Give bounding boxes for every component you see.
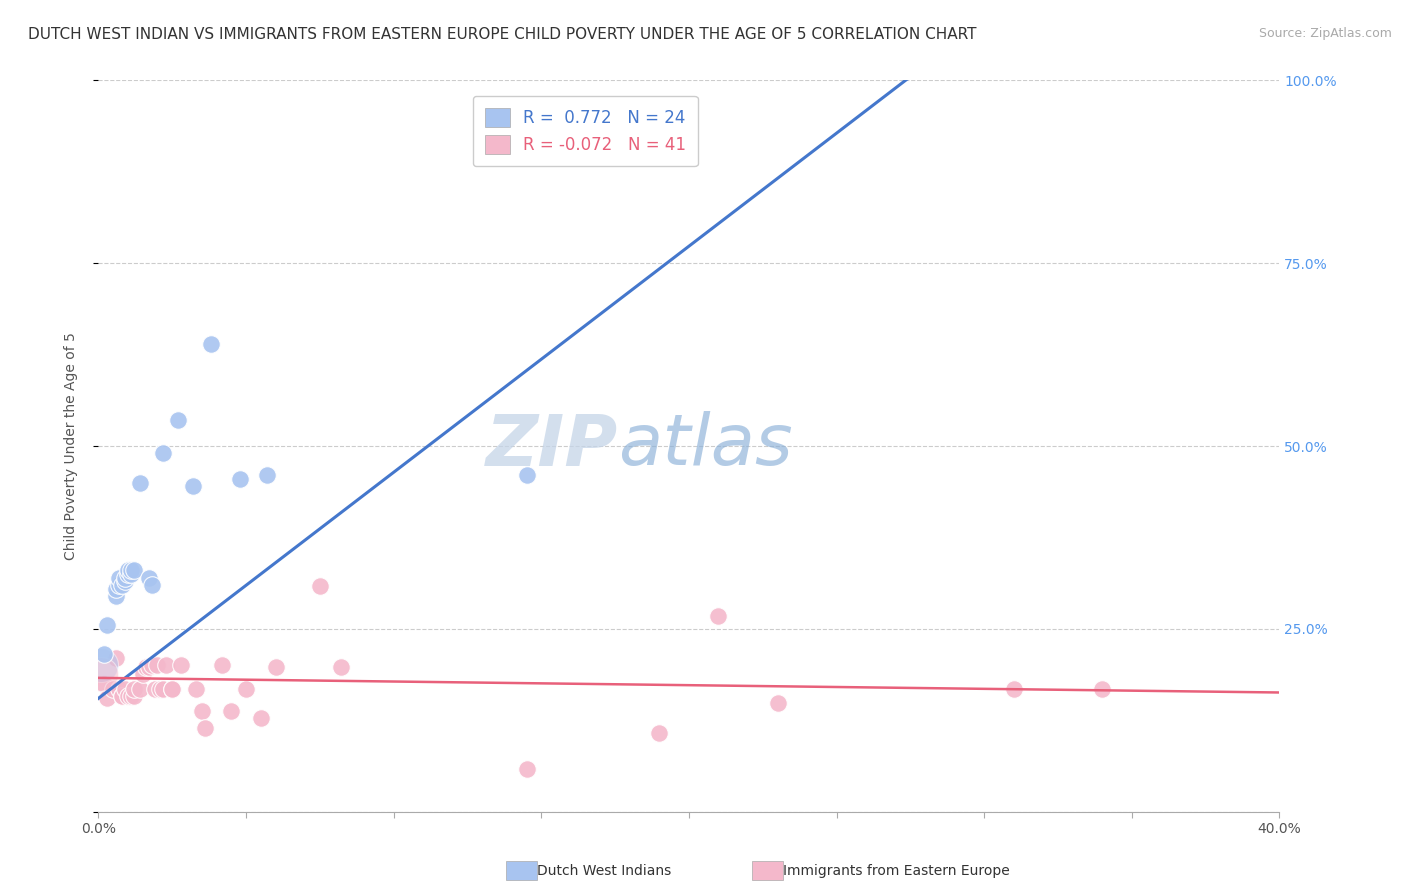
Point (93, 676, 115, 690)
Point (194, 721, 217, 735)
Point (181, 479, 204, 493)
Point (114, 574, 136, 589)
Point (329, 660, 352, 674)
Point (128, 475, 150, 490)
Point (90, 667, 112, 681)
Point (707, 608, 730, 623)
Point (108, 578, 131, 592)
Point (766, 697, 789, 711)
Point (128, 681, 150, 696)
Point (155, 658, 177, 673)
Point (111, 689, 134, 703)
Y-axis label: Child Poverty Under the Age of 5: Child Poverty Under the Age of 5 (63, 332, 77, 560)
Point (264, 660, 287, 674)
Point (138, 571, 160, 585)
Point (96, 618, 118, 632)
Point (103, 681, 125, 696)
Point (200, 336, 222, 351)
Point (235, 681, 257, 696)
Point (117, 689, 139, 703)
Point (111, 578, 134, 592)
Point (648, 725, 671, 739)
Point (120, 563, 142, 577)
Point (122, 689, 145, 703)
Point (516, 762, 538, 776)
Point (122, 681, 145, 696)
Point (250, 711, 273, 725)
Point (309, 579, 332, 593)
Point (132, 667, 155, 681)
Point (143, 681, 166, 696)
Point (111, 689, 134, 703)
Point (211, 658, 233, 673)
Point (229, 472, 252, 486)
Text: Source: ZipAtlas.com: Source: ZipAtlas.com (1258, 27, 1392, 40)
Point (170, 658, 193, 673)
Point (135, 660, 157, 674)
Point (120, 689, 142, 703)
Point (162, 681, 183, 696)
Point (256, 468, 278, 483)
Point (146, 658, 169, 673)
Text: Dutch West Indians: Dutch West Indians (537, 863, 671, 878)
Point (93, 648, 115, 662)
Legend: R =  0.772   N = 24, R = -0.072   N = 41: R = 0.772 N = 24, R = -0.072 N = 41 (472, 96, 697, 166)
Point (1002, 681, 1025, 696)
Point (114, 571, 136, 585)
Point (141, 658, 163, 673)
Point (149, 681, 172, 696)
Point (167, 413, 190, 427)
Point (120, 567, 142, 582)
Point (138, 660, 160, 674)
Point (152, 681, 174, 696)
Text: atlas: atlas (619, 411, 793, 481)
Point (1091, 681, 1114, 696)
Point (516, 468, 538, 483)
Point (117, 567, 139, 582)
Text: DUTCH WEST INDIAN VS IMMIGRANTS FROM EASTERN EUROPE CHILD POVERTY UNDER THE AGE : DUTCH WEST INDIAN VS IMMIGRANTS FROM EAS… (28, 27, 977, 42)
Point (90, 658, 112, 673)
Point (191, 704, 214, 718)
Point (122, 563, 145, 577)
Point (108, 681, 131, 696)
Text: Immigrants from Eastern Europe: Immigrants from Eastern Europe (783, 863, 1010, 878)
Point (105, 589, 128, 603)
Point (114, 681, 136, 696)
Point (184, 681, 207, 696)
Point (152, 446, 174, 460)
Point (108, 571, 131, 585)
Point (221, 704, 243, 718)
Point (105, 651, 128, 665)
Text: ZIP: ZIP (486, 411, 619, 481)
Point (162, 681, 183, 696)
Point (141, 578, 163, 592)
Point (105, 582, 128, 596)
Point (96, 691, 118, 706)
Point (117, 563, 139, 577)
